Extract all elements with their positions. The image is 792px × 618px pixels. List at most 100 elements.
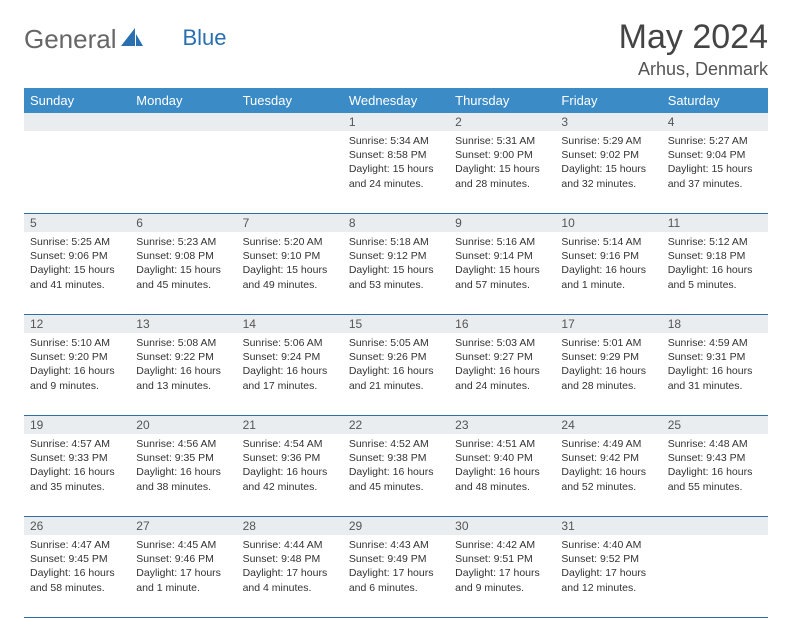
day-cell: Sunrise: 4:59 AMSunset: 9:31 PMDaylight:… — [662, 333, 768, 415]
day-number: 8 — [343, 214, 449, 232]
day-detail: Sunrise: 5:05 AMSunset: 9:26 PMDaylight:… — [347, 336, 445, 393]
daylight-text: Daylight: 15 hours — [561, 162, 657, 176]
day-number: 16 — [449, 315, 555, 333]
day-number: 5 — [24, 214, 130, 232]
brand-name-part2: Blue — [183, 25, 227, 51]
daylight-text: Daylight: 16 hours — [30, 364, 126, 378]
day-detail: Sunrise: 4:47 AMSunset: 9:45 PMDaylight:… — [28, 538, 126, 595]
daylight-text: and 21 minutes. — [349, 379, 445, 393]
sunset-text: Sunset: 9:16 PM — [561, 249, 657, 263]
weekday-label: Wednesday — [343, 88, 449, 113]
daylight-text: Daylight: 16 hours — [243, 364, 339, 378]
daylight-text: Daylight: 16 hours — [349, 465, 445, 479]
daylight-text: and 52 minutes. — [561, 480, 657, 494]
day-detail: Sunrise: 5:16 AMSunset: 9:14 PMDaylight:… — [453, 235, 551, 292]
day-cell: Sunrise: 5:01 AMSunset: 9:29 PMDaylight:… — [555, 333, 661, 415]
day-detail: Sunrise: 5:29 AMSunset: 9:02 PMDaylight:… — [559, 134, 657, 191]
day-number: 17 — [555, 315, 661, 333]
day-cell — [237, 131, 343, 213]
sunrise-text: Sunrise: 4:59 AM — [668, 336, 764, 350]
sunset-text: Sunset: 9:40 PM — [455, 451, 551, 465]
sunset-text: Sunset: 9:20 PM — [30, 350, 126, 364]
day-detail: Sunrise: 4:51 AMSunset: 9:40 PMDaylight:… — [453, 437, 551, 494]
sunrise-text: Sunrise: 4:49 AM — [561, 437, 657, 451]
daylight-text: Daylight: 16 hours — [349, 364, 445, 378]
day-cell: Sunrise: 4:48 AMSunset: 9:43 PMDaylight:… — [662, 434, 768, 516]
sunrise-text: Sunrise: 5:20 AM — [243, 235, 339, 249]
day-number: 14 — [237, 315, 343, 333]
week-row: Sunrise: 4:47 AMSunset: 9:45 PMDaylight:… — [24, 535, 768, 618]
weekday-label: Friday — [555, 88, 661, 113]
sunrise-text: Sunrise: 5:08 AM — [136, 336, 232, 350]
sunrise-text: Sunrise: 4:48 AM — [668, 437, 764, 451]
day-detail: Sunrise: 4:52 AMSunset: 9:38 PMDaylight:… — [347, 437, 445, 494]
sunrise-text: Sunrise: 5:31 AM — [455, 134, 551, 148]
day-detail: Sunrise: 5:06 AMSunset: 9:24 PMDaylight:… — [241, 336, 339, 393]
header: General Blue May 2024 Arhus, Denmark — [24, 18, 768, 80]
daylight-text: Daylight: 15 hours — [455, 263, 551, 277]
day-cell: Sunrise: 4:51 AMSunset: 9:40 PMDaylight:… — [449, 434, 555, 516]
day-number: 2 — [449, 113, 555, 131]
weekday-header: SundayMondayTuesdayWednesdayThursdayFrid… — [24, 88, 768, 113]
day-number: 13 — [130, 315, 236, 333]
day-cell: Sunrise: 4:52 AMSunset: 9:38 PMDaylight:… — [343, 434, 449, 516]
day-number: 11 — [662, 214, 768, 232]
weekday-label: Monday — [130, 88, 236, 113]
daylight-text: Daylight: 17 hours — [455, 566, 551, 580]
day-number: 28 — [237, 517, 343, 535]
day-cell — [24, 131, 130, 213]
sunrise-text: Sunrise: 5:06 AM — [243, 336, 339, 350]
sunset-text: Sunset: 9:48 PM — [243, 552, 339, 566]
sunrise-text: Sunrise: 5:29 AM — [561, 134, 657, 148]
daylight-text: Daylight: 15 hours — [243, 263, 339, 277]
day-number: 3 — [555, 113, 661, 131]
daylight-text: and 13 minutes. — [136, 379, 232, 393]
day-number: 30 — [449, 517, 555, 535]
day-number: 4 — [662, 113, 768, 131]
day-detail: Sunrise: 5:03 AMSunset: 9:27 PMDaylight:… — [453, 336, 551, 393]
sunset-text: Sunset: 9:14 PM — [455, 249, 551, 263]
day-number: 29 — [343, 517, 449, 535]
sunset-text: Sunset: 9:12 PM — [349, 249, 445, 263]
daylight-text: and 37 minutes. — [668, 177, 764, 191]
daylight-text: Daylight: 16 hours — [668, 263, 764, 277]
weekday-label: Tuesday — [237, 88, 343, 113]
brand-logo: General Blue — [24, 18, 187, 55]
day-cell: Sunrise: 4:49 AMSunset: 9:42 PMDaylight:… — [555, 434, 661, 516]
daylight-text: Daylight: 15 hours — [349, 162, 445, 176]
sunset-text: Sunset: 9:18 PM — [668, 249, 764, 263]
sunrise-text: Sunrise: 4:43 AM — [349, 538, 445, 552]
day-cell: Sunrise: 5:25 AMSunset: 9:06 PMDaylight:… — [24, 232, 130, 314]
sunset-text: Sunset: 9:22 PM — [136, 350, 232, 364]
day-cell: Sunrise: 5:27 AMSunset: 9:04 PMDaylight:… — [662, 131, 768, 213]
daylight-text: and 58 minutes. — [30, 581, 126, 595]
day-number — [24, 113, 130, 131]
location-label: Arhus, Denmark — [619, 59, 768, 80]
sunrise-text: Sunrise: 4:44 AM — [243, 538, 339, 552]
page-title: May 2024 — [619, 18, 768, 57]
day-cell: Sunrise: 4:56 AMSunset: 9:35 PMDaylight:… — [130, 434, 236, 516]
daylight-text: and 9 minutes. — [30, 379, 126, 393]
day-detail: Sunrise: 5:12 AMSunset: 9:18 PMDaylight:… — [666, 235, 764, 292]
daylight-text: and 28 minutes. — [561, 379, 657, 393]
daylight-text: and 5 minutes. — [668, 278, 764, 292]
day-number: 18 — [662, 315, 768, 333]
daynum-row: 19202122232425 — [24, 416, 768, 434]
sunset-text: Sunset: 9:02 PM — [561, 148, 657, 162]
sunset-text: Sunset: 9:43 PM — [668, 451, 764, 465]
daylight-text: and 42 minutes. — [243, 480, 339, 494]
day-number: 26 — [24, 517, 130, 535]
sunset-text: Sunset: 9:31 PM — [668, 350, 764, 364]
daylight-text: and 32 minutes. — [561, 177, 657, 191]
day-detail: Sunrise: 4:44 AMSunset: 9:48 PMDaylight:… — [241, 538, 339, 595]
week-row: Sunrise: 5:25 AMSunset: 9:06 PMDaylight:… — [24, 232, 768, 315]
daylight-text: and 1 minute. — [136, 581, 232, 595]
day-detail: Sunrise: 5:08 AMSunset: 9:22 PMDaylight:… — [134, 336, 232, 393]
day-number: 9 — [449, 214, 555, 232]
day-cell — [130, 131, 236, 213]
sunset-text: Sunset: 9:49 PM — [349, 552, 445, 566]
weekday-label: Sunday — [24, 88, 130, 113]
day-cell: Sunrise: 4:57 AMSunset: 9:33 PMDaylight:… — [24, 434, 130, 516]
sunset-text: Sunset: 9:42 PM — [561, 451, 657, 465]
sunset-text: Sunset: 9:36 PM — [243, 451, 339, 465]
